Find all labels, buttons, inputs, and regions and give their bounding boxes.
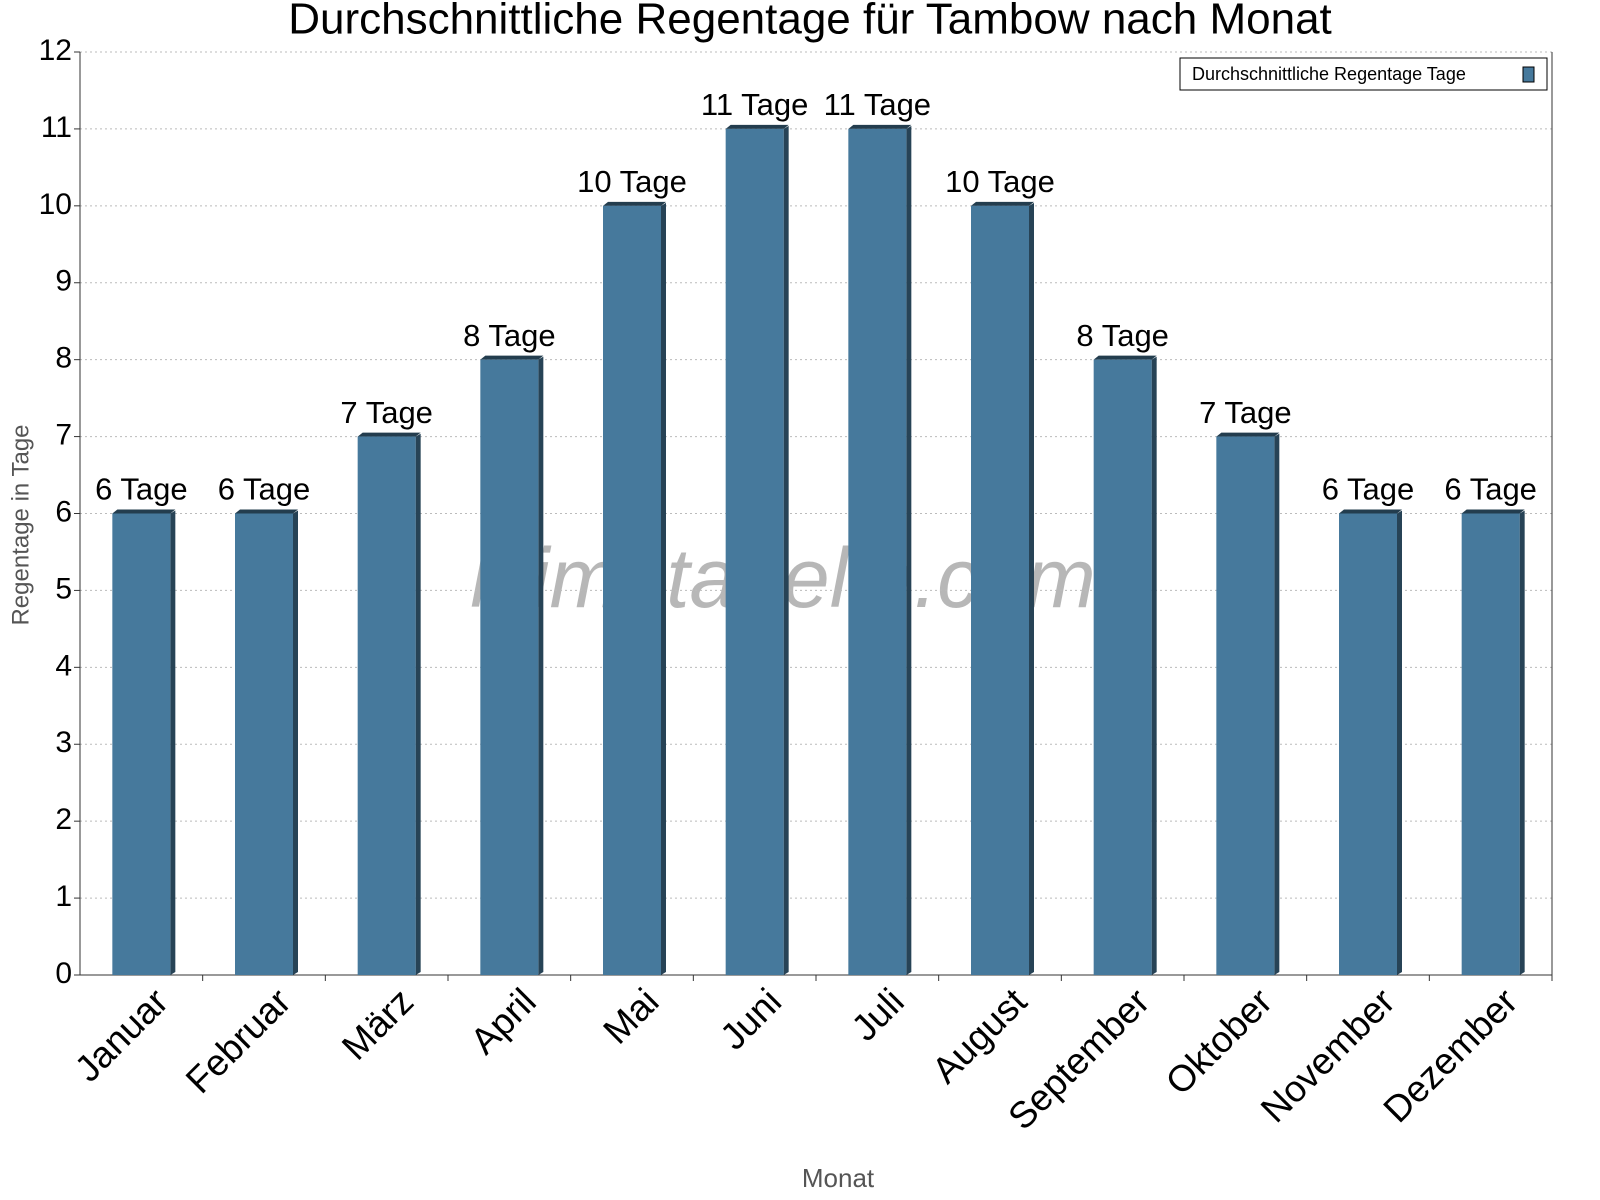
- x-tick-label: Dezember: [1376, 981, 1526, 1131]
- bar: [112, 513, 171, 975]
- bar-top: [1093, 355, 1157, 360]
- bar-top: [112, 509, 176, 514]
- value-label: 7 Tage: [1199, 395, 1292, 430]
- y-tick-label: 0: [55, 957, 72, 990]
- bar-side: [906, 125, 912, 975]
- value-label: 7 Tage: [340, 395, 433, 430]
- y-tick-label: 3: [55, 726, 72, 759]
- bar-side: [170, 510, 176, 975]
- y-tick-label: 8: [55, 342, 72, 375]
- x-tick-label: März: [334, 981, 421, 1068]
- y-tick-label: 2: [55, 803, 72, 836]
- y-tick-label: 1: [55, 880, 72, 913]
- value-label: 6 Tage: [95, 472, 188, 507]
- bar-side: [293, 510, 298, 975]
- bar: [1461, 513, 1520, 975]
- x-tick-label: Januar: [67, 981, 176, 1090]
- x-tick-label: April: [463, 981, 544, 1062]
- value-label: 11 Tage: [701, 87, 808, 122]
- bar: [1339, 513, 1397, 975]
- y-tick-label: 5: [55, 572, 72, 605]
- value-label: 6 Tage: [1444, 472, 1537, 507]
- bar-side: [661, 202, 666, 976]
- bar-side: [1274, 433, 1280, 975]
- y-tick-label: 7: [55, 419, 72, 452]
- bar-side: [1029, 202, 1034, 976]
- bar-top: [725, 124, 789, 129]
- y-axis-label: Regentage in Tage: [7, 424, 34, 625]
- legend-swatch: [1522, 66, 1535, 83]
- chart-title: Durchschnittliche Regentage für Tambow n…: [288, 0, 1332, 44]
- bar: [848, 128, 907, 975]
- bar-top: [1339, 509, 1402, 514]
- bar-side: [783, 125, 789, 975]
- value-label: 8 Tage: [463, 318, 556, 353]
- x-tick-label: November: [1253, 981, 1403, 1131]
- bar-top: [603, 201, 666, 206]
- bar: [357, 436, 416, 975]
- x-tick-label: Juli: [844, 981, 912, 1049]
- bar: [1093, 359, 1152, 976]
- x-tick-label: Oktober: [1158, 981, 1280, 1103]
- value-label: 10 Tage: [945, 164, 1055, 199]
- x-tick-label: Juni: [712, 981, 789, 1058]
- y-tick-label: 10: [39, 188, 72, 221]
- bar-top: [1216, 432, 1280, 437]
- x-axis-label: Monat: [802, 1163, 875, 1193]
- bar: [235, 513, 293, 975]
- bar: [603, 205, 661, 976]
- bar: [971, 205, 1029, 976]
- bar-side: [1397, 510, 1402, 975]
- bar-side: [1151, 356, 1157, 976]
- x-tick-label: Februar: [178, 981, 299, 1102]
- legend-box: [1179, 57, 1548, 91]
- bar-top: [1461, 509, 1525, 514]
- bar-side: [415, 433, 421, 975]
- bar-top: [971, 201, 1034, 206]
- value-label: 8 Tage: [1076, 318, 1169, 353]
- x-tick-label: Mai: [595, 981, 666, 1052]
- bar-top: [480, 355, 544, 360]
- bar: [725, 128, 784, 975]
- value-label: 10 Tage: [577, 164, 687, 199]
- value-label: 6 Tage: [218, 472, 311, 507]
- bar: [480, 359, 539, 976]
- y-tick-label: 4: [55, 649, 72, 682]
- y-tick-label: 6: [55, 495, 72, 528]
- legend-label: Durchschnittliche Regentage Tage: [1192, 64, 1466, 84]
- bar-top: [357, 432, 421, 437]
- x-tick-label: August: [924, 980, 1035, 1091]
- y-tick-label: 12: [39, 34, 72, 67]
- y-tick-label: 9: [55, 265, 72, 298]
- bar-top: [848, 124, 912, 129]
- bar-top: [235, 509, 298, 514]
- value-label: 6 Tage: [1322, 472, 1415, 507]
- y-tick-label: 11: [41, 111, 72, 144]
- bar-side: [1519, 510, 1525, 975]
- bar-side: [538, 356, 544, 976]
- value-label: 11 Tage: [824, 87, 931, 122]
- bar: [1216, 436, 1275, 975]
